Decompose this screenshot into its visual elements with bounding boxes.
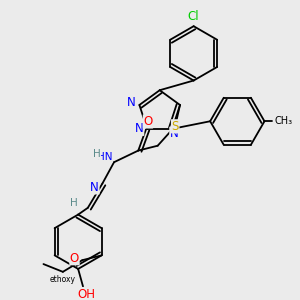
Text: S: S <box>172 120 179 133</box>
Text: CH₃: CH₃ <box>275 116 293 126</box>
Text: H: H <box>70 198 78 208</box>
Text: N: N <box>127 96 136 109</box>
Text: O: O <box>143 115 153 128</box>
Text: Cl: Cl <box>188 10 200 23</box>
Text: OH: OH <box>77 288 95 300</box>
Text: N: N <box>90 181 99 194</box>
Text: N: N <box>135 122 144 135</box>
Text: O: O <box>70 252 79 265</box>
Text: N: N <box>170 127 178 140</box>
Text: H: H <box>93 149 101 159</box>
Text: ethoxy: ethoxy <box>50 275 76 284</box>
Text: HN: HN <box>97 152 112 162</box>
